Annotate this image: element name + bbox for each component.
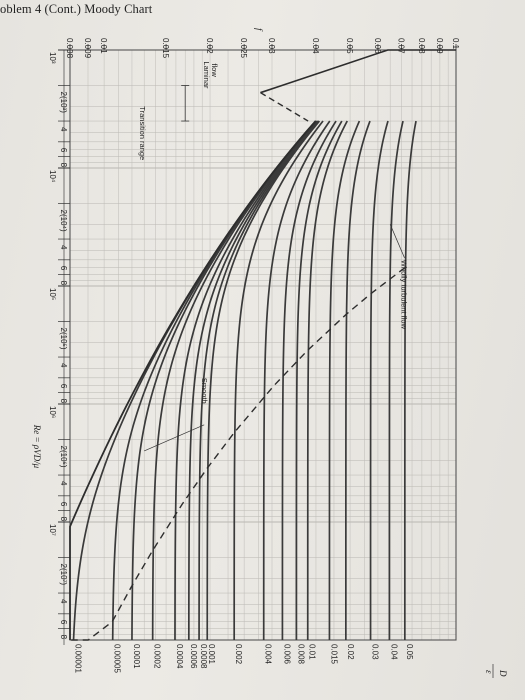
roughness-label: 0.03 [371, 644, 380, 660]
roughness-label: 0.001 [207, 644, 216, 665]
roughness-label: 0.05 [405, 644, 414, 660]
re-tick-label: 2(10⁵) [59, 328, 68, 350]
re-tick-label: 4 [59, 363, 68, 368]
re-tick-label: 8 [59, 281, 68, 286]
re-tick-label: 2(10⁶) [59, 446, 68, 468]
f-tick-label: 0.08 [417, 38, 426, 54]
re-tick-label: 8 [59, 163, 68, 168]
roughness-label: 0.00005 [113, 644, 122, 673]
roughness-label: 0.00001 [74, 644, 83, 673]
re-tick-label: 10⁶ [48, 406, 57, 418]
roughness-label: 0.002 [234, 644, 243, 665]
page-header-title: oblem 4 (Cont.) Moody Chart [0, 2, 153, 16]
re-tick-label: 8 [59, 517, 68, 522]
roughness-curve [206, 120, 321, 640]
roughness-curve [328, 120, 361, 640]
laminar-line [260, 49, 456, 94]
smooth-curve [69, 120, 317, 640]
re-tick-label: 10³ [48, 52, 57, 64]
re-tick-label: 6 [59, 502, 68, 507]
roughness-label: 0.02 [346, 644, 355, 660]
roughness-curve [233, 120, 324, 641]
d-symbol: D [498, 669, 508, 677]
wholly-turbulent-boundary [71, 267, 406, 641]
laminar-flow-label: Laminar [202, 61, 211, 89]
roughness-curve [306, 120, 348, 640]
smooth-label: Smooth [200, 378, 209, 404]
f-tick-label: 0.02 [205, 38, 214, 54]
wholly-turbulent-pointer [389, 224, 405, 258]
roughness-label: 0.0004 [175, 644, 184, 669]
roughness-label: 0.01 [308, 644, 317, 660]
f-tick-label: 0.09 [435, 38, 444, 54]
x-axis-title: Re = ρVD/μ [32, 424, 42, 469]
re-tick-label: 6 [59, 384, 68, 389]
re-tick-label: 4 [59, 127, 68, 132]
f-tick-label: 0.05 [345, 38, 354, 54]
re-tick-label: 6 [59, 148, 68, 153]
re-tick-label: 8 [59, 399, 68, 404]
roughness-curve [198, 120, 320, 641]
roughness-label: 0.0006 [189, 644, 198, 669]
roughness-curve [151, 120, 318, 641]
wholly-turbulent-label: Wholly turbulent flow [399, 260, 408, 330]
roughness-label: 0.0001 [132, 644, 141, 669]
f-tick-label: 0.07 [396, 38, 405, 54]
f-tick-label: 0.06 [373, 38, 382, 54]
roughness-curve [111, 120, 317, 641]
roughness-curve [345, 120, 371, 640]
roughness-label: 0.0002 [153, 644, 162, 669]
roughness-curve [281, 120, 337, 640]
roughness-label: 0.006 [282, 644, 291, 665]
f-tick-label: 0.01 [99, 38, 108, 54]
roughness-curve [388, 120, 404, 640]
roughness-curve [262, 120, 331, 640]
f-axis-title: f [254, 28, 264, 32]
roughness-label: 0.008 [296, 644, 305, 665]
roughness-curve [369, 120, 389, 640]
re-tick-label: 4 [59, 599, 68, 604]
re-tick-label: 4 [59, 245, 68, 250]
f-tick-label: 0.03 [267, 38, 276, 54]
f-tick-label: 0.025 [239, 38, 248, 59]
re-tick-label: 2(10³) [59, 92, 68, 114]
re-tick-label: 8 [59, 635, 68, 640]
roughness-curve [403, 120, 417, 640]
roughness-curve [295, 120, 343, 640]
roughness-curve [174, 120, 318, 640]
roughness-curve [187, 120, 319, 640]
f-tick-label: 0.1 [451, 38, 460, 50]
re-tick-label: 10⁴ [48, 170, 57, 183]
laminar-flow-label-2: flow [210, 63, 219, 77]
chart-labels: 10³2(10³)46810⁴2(10⁴)46810⁵2(10⁵)46810⁶2… [32, 28, 508, 678]
chart-frame [58, 44, 457, 645]
roughness-label: 0.04 [389, 644, 398, 660]
re-tick-label: 4 [59, 481, 68, 486]
re-tick-label: 6 [59, 266, 68, 271]
f-tick-label: 0.008 [65, 38, 74, 59]
re-tick-label: 6 [59, 620, 68, 625]
roughness-label: 0.0008 [199, 644, 208, 669]
re-tick-label: 2(10⁴) [59, 210, 68, 232]
roughness-label: 0.015 [329, 644, 338, 665]
roughness-label: 0.004 [264, 644, 273, 665]
laminar-dashed-extension [260, 92, 309, 122]
re-tick-label: 10⁷ [48, 524, 57, 536]
re-tick-label: 2(10⁷) [59, 564, 68, 586]
eps-symbol: ε [484, 670, 494, 674]
f-tick-label: 0.015 [161, 38, 170, 59]
re-tick-label: 10⁵ [48, 288, 57, 300]
chart-curves [69, 49, 456, 641]
transition-range-label: Transition range [138, 106, 147, 160]
f-tick-label: 0.009 [83, 38, 92, 59]
f-tick-label: 0.04 [311, 38, 320, 54]
smooth-pointer [144, 424, 205, 452]
